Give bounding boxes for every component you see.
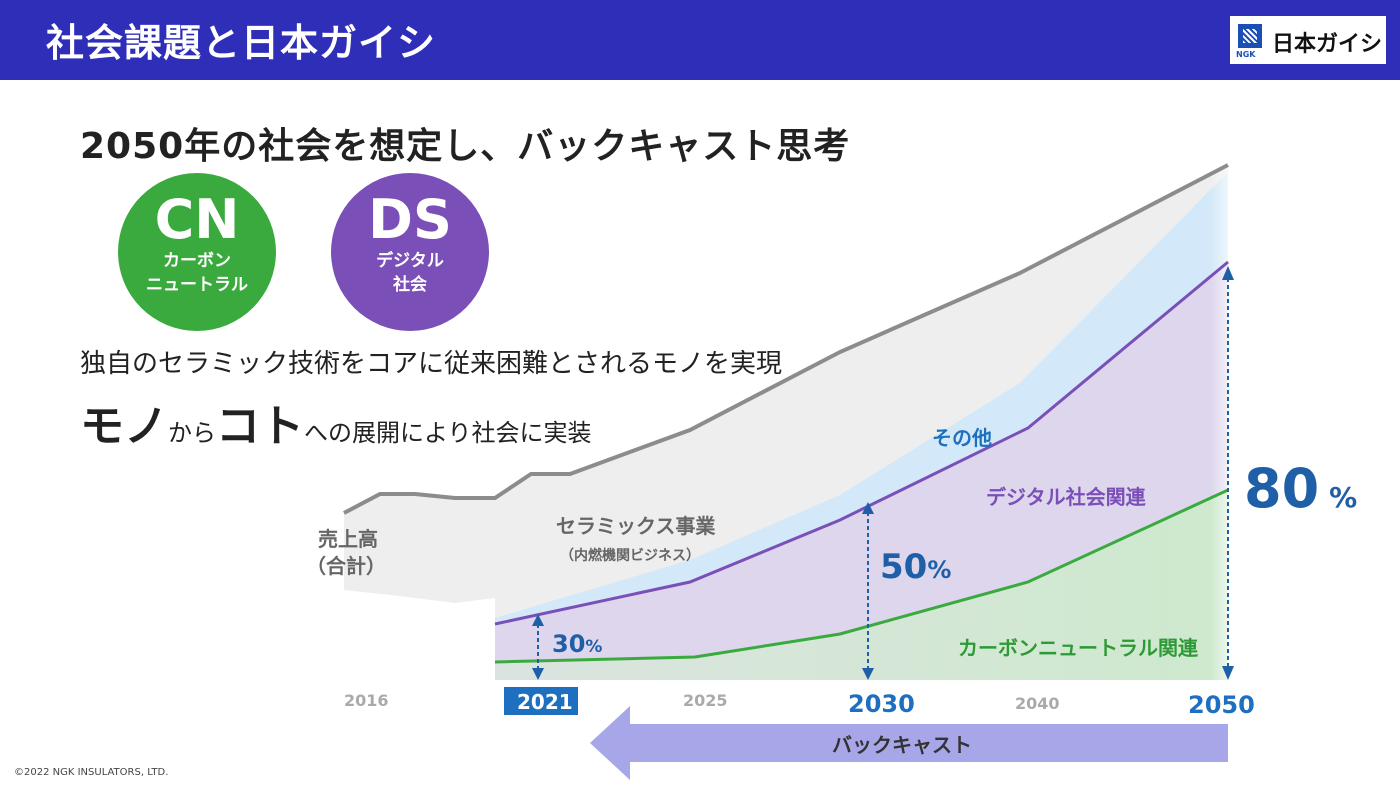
- tick-2030: 2030: [848, 690, 915, 718]
- desc2-rest: への展開により社会に実装: [304, 419, 592, 447]
- ds-title: DS: [368, 188, 452, 251]
- cn-line2: ニュートラル: [146, 275, 248, 295]
- carbon-label: カーボンニュートラル関連: [958, 636, 1199, 660]
- tick-2021-highlight: [504, 687, 578, 715]
- ceramics-label-2: （内燃機関ビジネス）: [560, 547, 700, 564]
- tick-2016: 2016: [344, 691, 389, 710]
- subtitle: 2050年の社会を想定し、バックキャスト思考: [80, 126, 851, 167]
- ds-circle: DS デジタル 社会: [331, 173, 489, 331]
- share-2030-label: 50%: [880, 547, 951, 587]
- digital-label: デジタル社会関連: [986, 485, 1147, 509]
- backcast-label: バックキャスト: [832, 733, 972, 757]
- ceramics-label-1: セラミックス事業: [556, 514, 716, 538]
- desc2-koto: コト: [216, 401, 304, 452]
- baseline-fade: [344, 590, 495, 680]
- desc2-mono: モノ: [80, 401, 168, 452]
- description-1: 独自のセラミック技術をコアに従来困難とされるモノを実現: [80, 349, 783, 379]
- share-2021-value: 30: [552, 630, 585, 658]
- tick-2021: 2021: [517, 690, 573, 714]
- logo-sub-text: NGK: [1236, 50, 1256, 59]
- company-logo: NGK 日本ガイシ: [1230, 16, 1386, 64]
- share-arrow-2021-head-bottom: [532, 668, 544, 680]
- share-2050-value: 80: [1244, 457, 1319, 520]
- right-fade: [1100, 160, 1230, 680]
- backcast-arrow: [590, 706, 1228, 780]
- share-arrow-2050-head-bottom: [1222, 666, 1234, 680]
- share-2050-label: 80%: [1244, 457, 1357, 520]
- share-2030-value: 50: [880, 547, 927, 587]
- copyright: ©2022 NGK INSULATORS, LTD.: [14, 767, 169, 778]
- carbon-line: [494, 488, 1229, 664]
- share-2021-unit: %: [585, 637, 602, 657]
- page-title: 社会課題と日本ガイシ: [46, 21, 437, 65]
- tick-2025: 2025: [683, 691, 728, 710]
- share-arrow-2021-head-top: [532, 614, 544, 626]
- cn-title: CN: [154, 188, 240, 251]
- description-2: モノからコトへの展開により社会に実装: [80, 390, 592, 454]
- header-bar: 社会課題と日本ガイシ NGK 日本ガイシ: [0, 0, 1400, 80]
- cn-line1: カーボン: [163, 251, 231, 271]
- tick-2040: 2040: [1015, 694, 1060, 713]
- total-label-1: 売上高: [318, 527, 378, 551]
- digital-line: [494, 260, 1229, 626]
- share-2030-unit: %: [927, 556, 951, 584]
- share-2050-unit: %: [1329, 481, 1357, 514]
- share-arrow-2030-head-bottom: [862, 668, 874, 680]
- share-arrow-2050-head-top: [1222, 266, 1234, 280]
- tick-2050: 2050: [1188, 691, 1255, 719]
- other-label: その他: [932, 426, 992, 450]
- cn-circle: CN カーボン ニュートラル: [118, 173, 276, 331]
- share-2021-label: 30%: [552, 630, 602, 658]
- logo-text: 日本ガイシ: [1272, 32, 1383, 57]
- ds-line2: 社会: [393, 275, 427, 295]
- logo-icon: [1238, 24, 1262, 48]
- total-sales-line: [343, 163, 1229, 515]
- total-label-2: （合計）: [306, 554, 386, 578]
- desc2-kara: から: [168, 419, 216, 447]
- carbon-area: [495, 490, 1228, 680]
- ds-line1: デジタル: [376, 251, 444, 271]
- share-arrow-2030-head-top: [862, 502, 874, 514]
